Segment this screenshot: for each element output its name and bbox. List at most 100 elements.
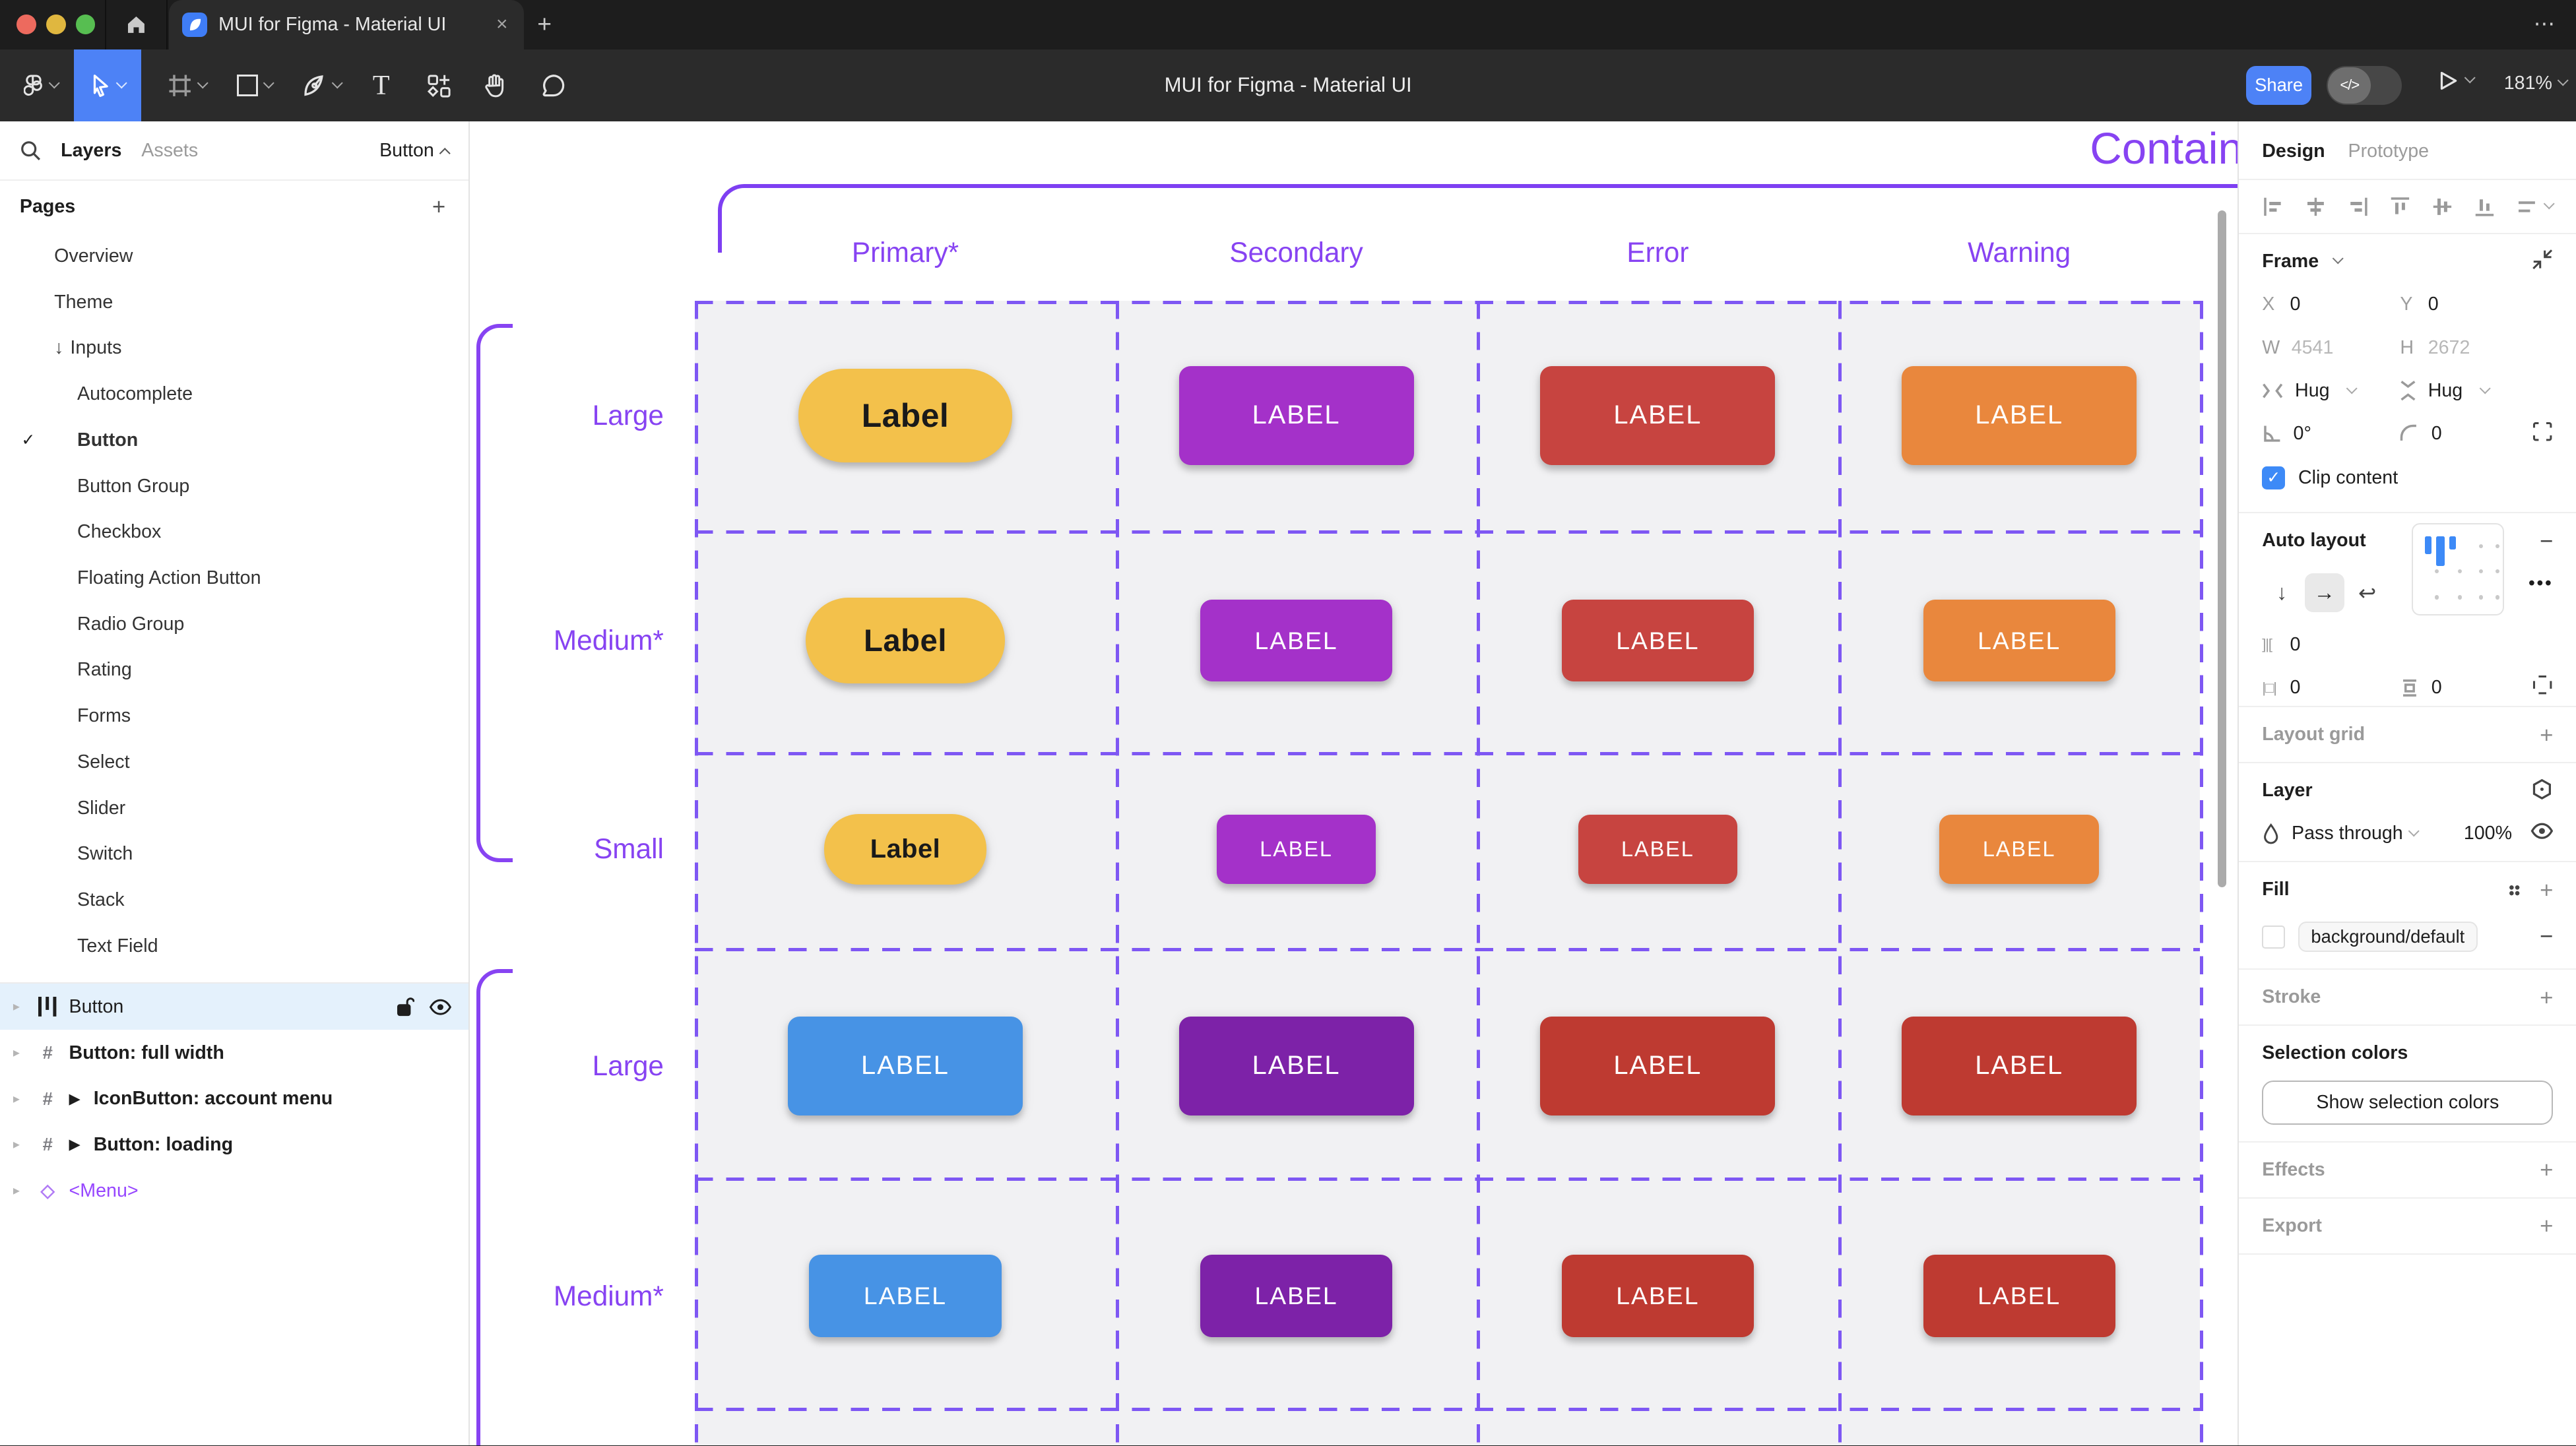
move-tool-button[interactable] xyxy=(74,49,142,122)
frame-section-title[interactable]: Frame xyxy=(2262,251,2553,272)
shape-tool-button[interactable] xyxy=(225,49,284,122)
sidebar-page-text-field[interactable]: Text Field xyxy=(0,923,468,969)
mui-button-warning[interactable]: LABEL xyxy=(1902,366,2137,465)
canvas-scrollbar[interactable] xyxy=(2218,210,2226,887)
add-fill-button[interactable]: + xyxy=(2540,877,2554,903)
dev-mode-toggle[interactable]: </> xyxy=(2326,65,2402,106)
remove-fill-button[interactable]: − xyxy=(2540,924,2554,950)
align-right-icon[interactable] xyxy=(2346,195,2369,218)
mui-button-primary_pill_bg[interactable]: Label xyxy=(823,813,987,885)
share-button[interactable]: Share xyxy=(2245,65,2312,106)
tab-close-icon[interactable]: × xyxy=(496,13,508,36)
sidebar-page-forms[interactable]: Forms xyxy=(0,693,468,739)
sidebar-page-overview[interactable]: Overview xyxy=(0,234,468,280)
vertical-resizing-dropdown[interactable]: Hug xyxy=(2400,380,2538,402)
window-more-icon[interactable]: ⋯ xyxy=(2533,12,2557,36)
expand-caret-icon[interactable]: ▸ xyxy=(13,1137,20,1152)
text-tool-button[interactable]: T xyxy=(360,49,402,122)
new-tab-button[interactable]: + xyxy=(537,9,552,38)
zoom-menu[interactable]: 181% xyxy=(2504,73,2569,94)
sidebar-page-switch[interactable]: Switch xyxy=(0,831,468,877)
mui-button-secondary[interactable]: LABEL xyxy=(1216,815,1376,884)
layer-row--menu-[interactable]: ▸ ◇ <Menu> xyxy=(0,1168,468,1214)
remove-auto-layout-button[interactable]: − xyxy=(2540,528,2554,554)
mui-button-warning[interactable]: LABEL xyxy=(1923,599,2115,682)
fill-style-chip[interactable]: background/default xyxy=(2298,922,2478,953)
blend-mode-dropdown[interactable]: Pass through xyxy=(2292,823,2403,844)
expand-caret-icon[interactable]: ▸ xyxy=(13,999,20,1015)
window-minimize-button[interactable] xyxy=(46,15,66,35)
align-vertical-center-icon[interactable] xyxy=(2431,195,2454,218)
frame-name-label[interactable]: Contained xyxy=(2090,123,2238,173)
gap-field[interactable]: ]|[ 0 xyxy=(2262,633,2301,655)
expand-caret-icon[interactable]: ▸ xyxy=(13,1046,20,1061)
search-icon[interactable] xyxy=(20,140,41,161)
clip-content-checkbox[interactable]: ✓ xyxy=(2262,466,2286,489)
canvas[interactable]: Contained Primary*SecondaryErrorWarning … xyxy=(470,121,2238,1446)
mui-button-error[interactable]: LABEL xyxy=(1540,366,1776,465)
mui-button-secondary[interactable]: LABEL xyxy=(1200,599,1393,682)
clip-content-row[interactable]: ✓ Clip content xyxy=(2262,466,2553,489)
home-tab[interactable] xyxy=(105,0,168,49)
mui-button-warning[interactable]: LABEL xyxy=(1939,815,2099,884)
sidebar-page-button-group[interactable]: Button Group xyxy=(0,463,468,509)
sidebar-page-radio-group[interactable]: Radio Group xyxy=(0,601,468,647)
tab-prototype[interactable]: Prototype xyxy=(2348,140,2430,162)
sidebar-page-stack[interactable]: Stack xyxy=(0,877,468,924)
tab-assets[interactable]: Assets xyxy=(141,139,199,161)
main-menu-button[interactable] xyxy=(16,49,66,122)
document-tab[interactable]: MUI for Figma - Material UI × xyxy=(169,0,525,49)
corner-radius-field[interactable]: 0 xyxy=(2400,423,2538,445)
visible-icon[interactable] xyxy=(429,998,452,1016)
layer-row-button[interactable]: ▸ Button xyxy=(0,984,469,1030)
tab-layers[interactable]: Layers xyxy=(61,139,122,161)
hand-tool-button[interactable] xyxy=(472,49,521,122)
tab-design[interactable]: Design xyxy=(2262,140,2325,162)
add-export-button[interactable]: + xyxy=(2540,1213,2554,1240)
mui-button-primary2[interactable]: LABEL xyxy=(809,1255,1002,1337)
fill-row[interactable]: background/default − xyxy=(2262,922,2554,953)
independent-padding-button[interactable] xyxy=(2532,674,2553,701)
add-stroke-button[interactable]: + xyxy=(2540,984,2554,1011)
sidebar-page-checkbox[interactable]: Checkbox xyxy=(0,509,468,555)
add-page-button[interactable]: + xyxy=(432,193,446,220)
frame-tool-button[interactable] xyxy=(158,49,217,122)
distribute-menu[interactable] xyxy=(2515,195,2555,218)
direction-vertical-button[interactable]: ↓ xyxy=(2276,581,2288,605)
layer-row-button-full-width[interactable]: ▸ # Button: full width xyxy=(0,1030,468,1076)
align-top-icon[interactable] xyxy=(2389,195,2412,218)
page-selector[interactable]: Button xyxy=(379,140,451,162)
window-zoom-button[interactable] xyxy=(75,15,96,35)
sidebar-page-theme[interactable]: Theme xyxy=(0,279,468,325)
expand-caret-icon[interactable]: ▸ xyxy=(13,1091,20,1106)
comment-tool-button[interactable] xyxy=(529,49,579,122)
align-bottom-icon[interactable] xyxy=(2473,195,2496,218)
sidebar-page-floating-action-button[interactable]: Floating Action Button xyxy=(0,555,468,602)
opacity-field[interactable]: 100% xyxy=(2463,823,2513,844)
mui-button-error[interactable]: LABEL xyxy=(1578,815,1738,884)
mui-button-warning2[interactable]: LABEL xyxy=(1902,1017,2137,1116)
mui-button-primary_pill_bg[interactable]: Label xyxy=(798,368,1012,462)
sidebar-page-select[interactable]: Select xyxy=(0,739,468,785)
add-effect-button[interactable]: + xyxy=(2540,1157,2554,1183)
independent-corners-button[interactable] xyxy=(2532,421,2553,447)
pen-tool-button[interactable] xyxy=(292,49,352,122)
fill-color-swatch[interactable] xyxy=(2262,925,2286,949)
sidebar-page-rating[interactable]: Rating xyxy=(0,647,468,693)
mui-button-secondary2[interactable]: LABEL xyxy=(1200,1255,1393,1337)
show-selection-colors-button[interactable]: Show selection colors xyxy=(2262,1080,2554,1125)
horizontal-resizing-dropdown[interactable]: Hug xyxy=(2262,380,2400,402)
layer-row-button-loading[interactable]: ▸ # ▶ Button: loading xyxy=(0,1122,468,1168)
width-field[interactable]: W 4541 xyxy=(2262,336,2334,358)
mui-button-error2[interactable]: LABEL xyxy=(1561,1255,1755,1337)
align-left-icon[interactable] xyxy=(2262,195,2285,218)
mui-button-secondary2[interactable]: LABEL xyxy=(1178,1017,1414,1116)
mui-button-error[interactable]: LABEL xyxy=(1561,599,1755,682)
unlock-icon[interactable] xyxy=(397,996,414,1017)
sidebar-page-slider[interactable]: Slider xyxy=(0,785,468,831)
mui-button-primary_pill_bg[interactable]: Label xyxy=(806,598,1005,683)
direction-horizontal-button[interactable]: → xyxy=(2304,573,2344,613)
styles-icon[interactable] xyxy=(2508,884,2521,896)
rotation-field[interactable]: 0° xyxy=(2262,423,2400,445)
